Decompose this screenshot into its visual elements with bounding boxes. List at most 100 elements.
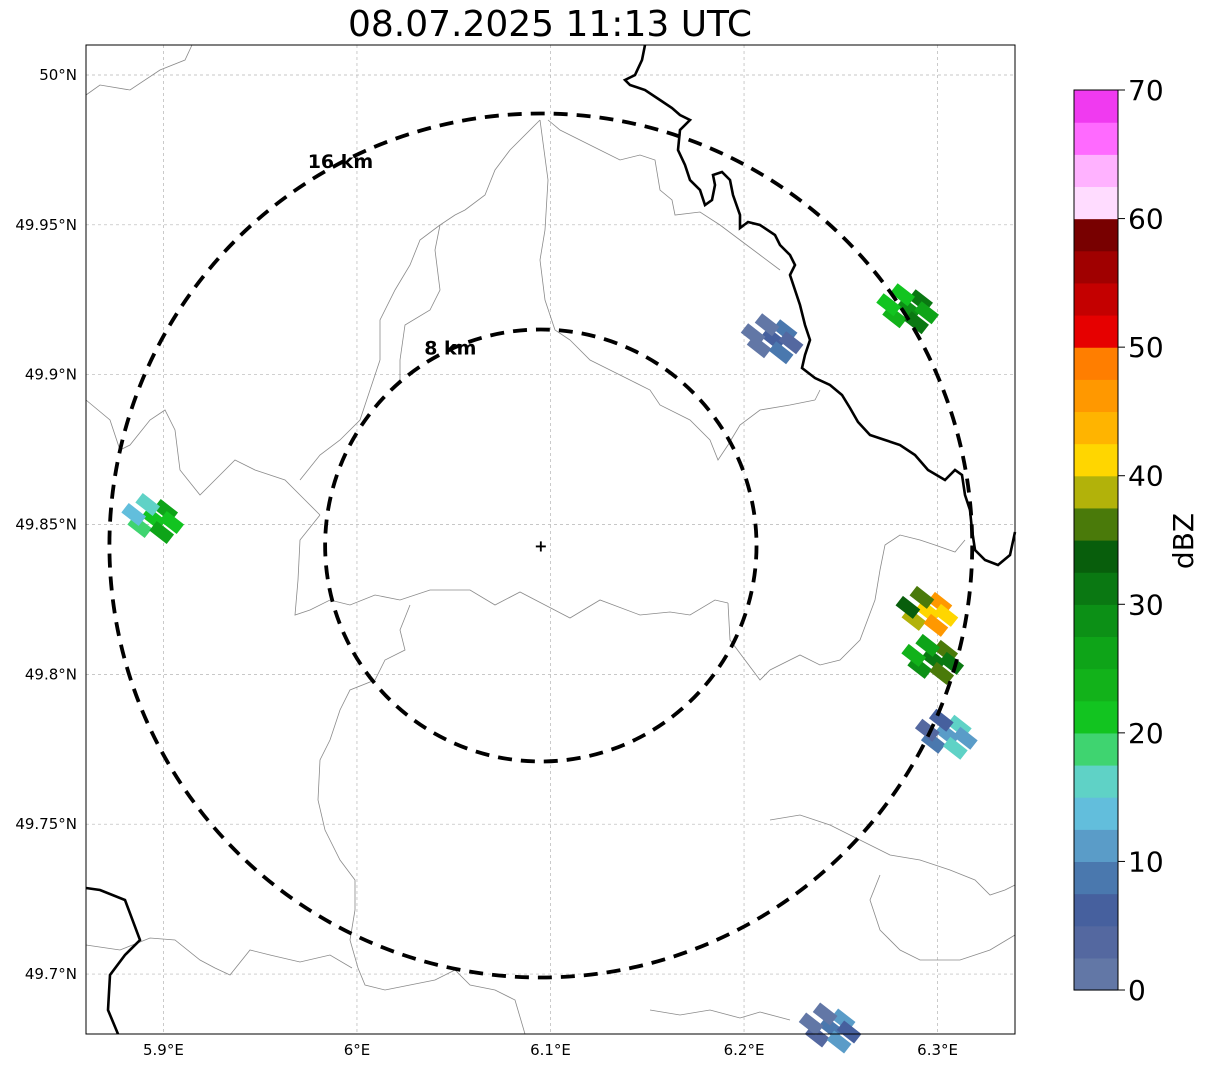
- colorbar-swatch: [1074, 154, 1118, 188]
- echo-bin: [909, 585, 935, 609]
- echo-bin: [149, 520, 175, 545]
- colorbar-frame: [1073, 89, 1119, 991]
- echo-bin: [768, 341, 794, 365]
- echo-bin: [740, 323, 766, 347]
- echo-bin: [901, 643, 927, 667]
- lat-label: 49.7°N: [25, 965, 77, 983]
- colorbar: 0 10 20 30 40 50 60 70: [1073, 74, 1164, 1007]
- colorbar-swatch: [1074, 732, 1118, 766]
- colorbar-swatch: [1074, 315, 1118, 348]
- colorbar-tick-label: 20: [1128, 717, 1164, 750]
- echo-bin: [778, 331, 804, 355]
- colorbar-label: dBZ: [1167, 513, 1200, 569]
- map-panel: 16 km 8 km +: [85, 44, 1017, 1054]
- colorbar-swatch: [1074, 893, 1118, 927]
- range-ring-8km: [323, 327, 759, 764]
- colorbar-swatch: [1074, 700, 1118, 734]
- echo-bin: [876, 293, 901, 317]
- lon-label: 6.2°E: [724, 1041, 765, 1059]
- echo-bin: [836, 1020, 862, 1044]
- echo-bin: [754, 313, 780, 337]
- echo-cell: [895, 585, 959, 637]
- echo-bin: [798, 1012, 824, 1036]
- echo-cell: [798, 1002, 862, 1054]
- colorbar-tick-label: 70: [1128, 74, 1164, 107]
- colorbar-swatch: [1074, 797, 1118, 830]
- echo-bin: [826, 1030, 852, 1054]
- echo-bin: [928, 708, 954, 732]
- colorbar-swatch: [1074, 540, 1118, 573]
- echo-bin: [812, 1002, 838, 1026]
- echo-cell: [914, 708, 978, 760]
- echo-cell: [121, 492, 185, 545]
- colorbar-swatch: [1074, 957, 1118, 991]
- echo-bin: [904, 311, 929, 335]
- colorbar-tick-label: 50: [1128, 331, 1164, 364]
- national-border: [85, 44, 1017, 1035]
- echo-bin: [890, 283, 915, 307]
- colorbar-swatch: [1074, 925, 1118, 959]
- map-title: 08.07.2025 11:13 UTC: [347, 4, 753, 45]
- echo-bin: [135, 492, 161, 517]
- echo-bin: [952, 726, 978, 750]
- colorbar-tick-label: 10: [1128, 845, 1164, 878]
- echo-cell: [876, 283, 939, 335]
- echo-bin: [914, 301, 939, 325]
- lat-label: 50°N: [39, 66, 77, 84]
- latitude-labels: 50°N 49.95°N 49.9°N 49.85°N 49.8°N 49.75°N 49.…: [15, 66, 77, 983]
- colorbar-swatch: [1074, 90, 1118, 123]
- echo-bin: [914, 718, 940, 742]
- colorbar-swatch: [1074, 250, 1118, 284]
- colorbar-swatch: [1074, 443, 1118, 477]
- echo-bin: [121, 502, 147, 527]
- echo-bin: [939, 651, 965, 675]
- colorbar-swatch: [1074, 604, 1118, 638]
- lon-label: 6.3°E: [917, 1041, 958, 1059]
- colorbar-swatch: [1074, 636, 1118, 670]
- colorbar-swatch: [1074, 475, 1118, 509]
- colorbar-swatch: [1074, 347, 1118, 380]
- lat-label: 49.9°N: [25, 366, 77, 384]
- colorbar-tick-label: 60: [1128, 203, 1164, 236]
- colorbar-swatch: [1074, 218, 1118, 252]
- colorbar-swatch: [1074, 411, 1118, 445]
- colorbar-swatch: [1074, 861, 1118, 895]
- colorbar-swatch: [1074, 379, 1118, 413]
- colorbar-swatch: [1074, 572, 1118, 605]
- echo-bin: [895, 595, 921, 619]
- colorbar-tick-label: 40: [1128, 460, 1164, 493]
- colorbar-swatch: [1074, 829, 1118, 863]
- colorbar-swatch: [1074, 765, 1118, 798]
- colorbar-swatch: [1074, 507, 1118, 541]
- lat-label: 49.95°N: [15, 216, 77, 234]
- range-rings: [107, 111, 975, 980]
- radar-echoes: [121, 283, 978, 1054]
- lon-label: 5.9°E: [143, 1041, 184, 1059]
- echo-bin: [923, 613, 949, 637]
- colorbar-swatch: [1074, 282, 1118, 316]
- colorbar-swatch: [1074, 668, 1118, 702]
- map-frame: [85, 44, 1016, 1035]
- echo-bin: [929, 661, 955, 685]
- range-ring-label-16km: 16 km: [308, 151, 374, 173]
- lat-label: 49.85°N: [15, 516, 77, 534]
- longitude-labels: 5.9°E 6°E 6.1°E 6.2°E 6.3°E: [143, 1041, 958, 1059]
- echo-cell: [901, 633, 965, 685]
- colorbar-tick-label: 0: [1128, 974, 1146, 1007]
- lat-label: 49.8°N: [25, 665, 77, 683]
- colorbar-swatch: [1074, 186, 1118, 220]
- echo-cell: [740, 313, 804, 365]
- echo-bin: [159, 510, 185, 535]
- echo-bin: [942, 736, 968, 760]
- range-ring-16km: [107, 111, 975, 980]
- lon-label: 6.1°E: [530, 1041, 571, 1059]
- lon-label: 6°E: [344, 1041, 371, 1059]
- colorbar-swatch: [1074, 122, 1118, 155]
- colorbar-tick-label: 30: [1128, 588, 1164, 621]
- lat-label: 49.75°N: [15, 815, 77, 833]
- radar-site-marker: +: [534, 536, 547, 555]
- range-ring-label-8km: 8 km: [424, 338, 476, 360]
- admin-boundaries: [85, 44, 1016, 1035]
- echo-bin: [933, 603, 959, 627]
